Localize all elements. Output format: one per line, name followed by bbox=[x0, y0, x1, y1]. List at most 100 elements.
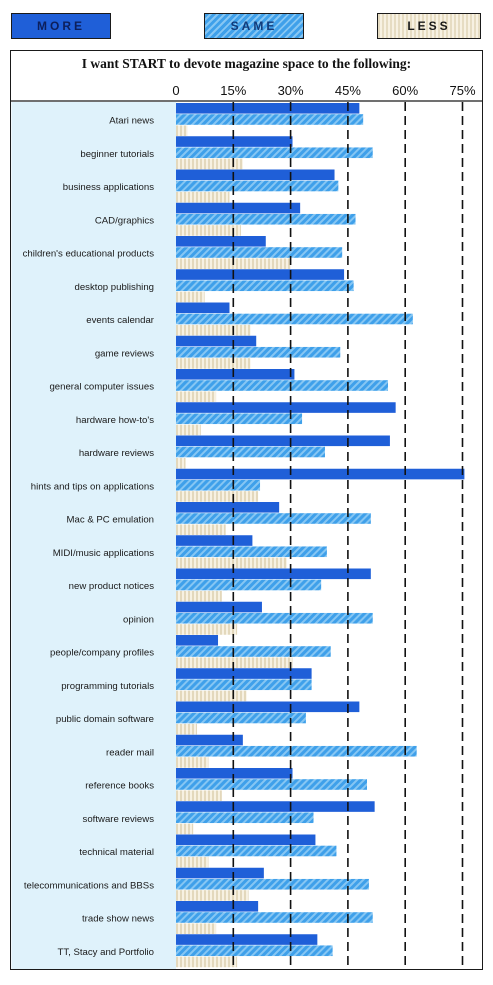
category-label: new product notices bbox=[69, 581, 155, 592]
less-bar bbox=[176, 690, 247, 702]
same-bar bbox=[176, 147, 373, 159]
more-bar bbox=[176, 867, 264, 879]
category-label: reader mail bbox=[106, 747, 154, 758]
more-bar bbox=[176, 801, 375, 812]
same-bar bbox=[176, 280, 354, 292]
category-label: programming tutorials bbox=[61, 681, 154, 692]
category-label: hints and tips on applications bbox=[31, 481, 154, 492]
more-bar bbox=[176, 502, 280, 513]
category-label: hardware reviews bbox=[79, 448, 154, 459]
less-bar bbox=[176, 856, 209, 868]
category-label: people/company profiles bbox=[50, 648, 154, 659]
less-bar bbox=[176, 590, 222, 602]
same-bar bbox=[176, 114, 364, 125]
more-bar bbox=[176, 468, 465, 480]
less-bar bbox=[176, 624, 238, 635]
same-bar bbox=[176, 745, 417, 757]
same-bar bbox=[176, 513, 371, 524]
same-bar bbox=[176, 446, 325, 458]
same-bar bbox=[176, 812, 314, 824]
x-tick-label: 30% bbox=[278, 83, 304, 98]
less-bar bbox=[176, 291, 205, 303]
same-bar bbox=[176, 546, 327, 558]
more-bar bbox=[176, 269, 345, 280]
less-bar bbox=[176, 125, 188, 136]
chart-frame bbox=[10, 50, 483, 970]
less-bar bbox=[176, 723, 198, 735]
less-bar bbox=[176, 890, 249, 901]
more-bar bbox=[176, 601, 262, 613]
same-bar bbox=[176, 912, 373, 923]
more-bar bbox=[176, 369, 295, 380]
same-bar bbox=[176, 180, 339, 192]
less-bar bbox=[176, 657, 293, 668]
less-bar bbox=[176, 158, 243, 170]
more-bar bbox=[176, 302, 230, 314]
category-label: Mac & PC emulation bbox=[67, 515, 154, 526]
category-label: game reviews bbox=[95, 348, 154, 359]
less-bar bbox=[176, 557, 287, 569]
more-bar bbox=[176, 136, 293, 147]
same-bar bbox=[176, 646, 331, 657]
same-bar bbox=[176, 247, 343, 258]
more-bar bbox=[176, 834, 316, 846]
less-bar bbox=[176, 324, 251, 336]
category-label: Atari news bbox=[109, 116, 154, 127]
same-bar bbox=[176, 213, 356, 225]
category-label: desktop publishing bbox=[75, 282, 154, 293]
more-bar bbox=[176, 635, 219, 646]
legend-less: LESS bbox=[377, 13, 481, 39]
more-bar bbox=[176, 934, 318, 945]
category-label: technical material bbox=[79, 847, 154, 858]
more-bar bbox=[176, 435, 390, 447]
category-label: trade show news bbox=[82, 914, 154, 925]
more-bar bbox=[176, 901, 259, 912]
same-bar bbox=[176, 779, 367, 790]
x-tick-label: 0 bbox=[172, 83, 179, 98]
more-bar bbox=[176, 535, 253, 546]
category-label: opinion bbox=[123, 614, 154, 625]
less-bar bbox=[176, 391, 217, 402]
x-tick-label: 60% bbox=[392, 83, 418, 98]
more-bar bbox=[176, 335, 257, 347]
same-bar bbox=[176, 413, 303, 425]
category-label: beginner tutorials bbox=[80, 149, 154, 160]
same-bar bbox=[176, 845, 337, 857]
more-bar bbox=[176, 568, 371, 580]
category-label: business applications bbox=[63, 182, 154, 193]
more-bar bbox=[176, 734, 243, 746]
more-bar bbox=[176, 701, 360, 713]
category-label: general computer issues bbox=[49, 382, 154, 393]
more-bar bbox=[176, 668, 312, 679]
legend-more: MORE bbox=[11, 13, 111, 39]
x-tick-label: 15% bbox=[220, 83, 246, 98]
less-bar bbox=[176, 424, 201, 436]
same-bar bbox=[176, 346, 341, 358]
same-bar bbox=[176, 313, 413, 325]
same-bar bbox=[176, 380, 389, 391]
same-bar bbox=[176, 479, 261, 491]
category-label: reference books bbox=[85, 781, 154, 792]
less-bar bbox=[176, 191, 230, 203]
x-tick-label: 45% bbox=[335, 83, 361, 98]
less-bar bbox=[176, 524, 226, 535]
category-label: CAD/graphics bbox=[95, 215, 154, 226]
label-panel bbox=[11, 102, 176, 969]
same-bar bbox=[176, 945, 333, 957]
same-bar bbox=[176, 612, 373, 624]
less-bar bbox=[176, 923, 217, 934]
less-bar bbox=[176, 457, 186, 469]
category-label: hardware how-to's bbox=[76, 415, 154, 426]
less-bar bbox=[176, 790, 222, 801]
more-bar bbox=[176, 236, 266, 247]
more-bar bbox=[176, 103, 360, 114]
category-label: events calendar bbox=[86, 315, 155, 326]
category-label: TT, Stacy and Portfolio bbox=[57, 947, 154, 958]
chart-title: I want START to devote magazine space to… bbox=[81, 56, 412, 71]
less-bar bbox=[176, 491, 259, 502]
less-bar bbox=[176, 225, 241, 236]
more-bar bbox=[176, 169, 335, 181]
same-bar bbox=[176, 679, 312, 691]
category-label: software reviews bbox=[83, 814, 155, 825]
